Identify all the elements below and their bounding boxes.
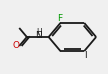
Text: F: F [57, 14, 63, 23]
Text: I: I [84, 51, 87, 60]
Text: O: O [13, 41, 20, 50]
Text: N: N [35, 31, 42, 40]
Text: H: H [36, 28, 42, 37]
